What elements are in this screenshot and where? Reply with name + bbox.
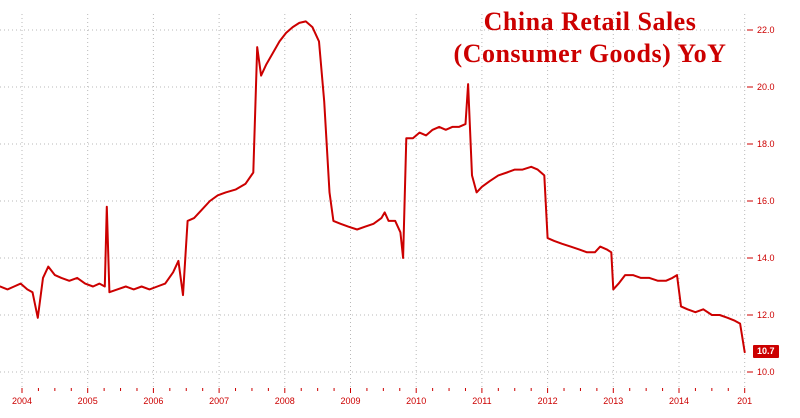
chart-title-line2: (Consumer Goods) YoY	[453, 38, 727, 68]
x-axis-tick-label: 2005	[78, 396, 98, 406]
x-axis-tick-label: 2013	[603, 396, 623, 406]
x-axis-tick-label: 2014	[669, 396, 689, 406]
y-axis-tick-label: 22.0	[757, 25, 775, 35]
x-axis-tick-label: 2012	[538, 396, 558, 406]
x-axis-tick-label: 201	[737, 396, 752, 406]
x-axis-tick-label: 2007	[209, 396, 229, 406]
series-line	[0, 20, 746, 354]
x-axis-tick-label: 2011	[472, 396, 491, 406]
y-axis-tick-label: 14.0	[757, 253, 775, 263]
x-axis-tick-label: 2008	[275, 396, 295, 406]
y-axis-tick-label: 18.0	[757, 139, 775, 149]
y-axis-tick-label: 20.0	[757, 82, 775, 92]
y-axis-tick-label: 12.0	[757, 310, 775, 320]
y-axis-tick-label: 16.0	[757, 196, 775, 206]
chart-title: China Retail Sales (Consumer Goods) YoY	[408, 6, 772, 69]
x-axis-tick-label: 2006	[143, 396, 163, 406]
last-value-badge: 10.7	[753, 345, 779, 359]
chart-title-line1: China Retail Sales	[483, 7, 697, 36]
x-axis-tick-label: 2010	[406, 396, 426, 406]
y-axis-tick-label: 10.0	[757, 367, 775, 377]
x-axis-tick-label: 2009	[340, 396, 360, 406]
x-axis-tick-label: 2004	[12, 396, 32, 406]
